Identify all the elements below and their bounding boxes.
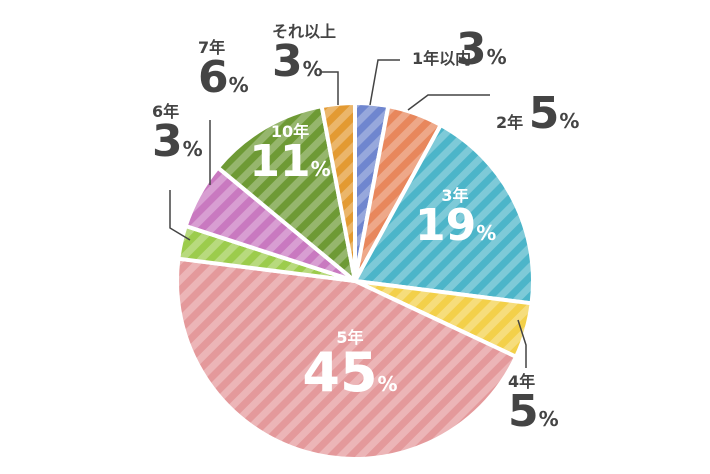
leader-line-2 — [407, 94, 490, 111]
unit-text: % — [302, 57, 323, 81]
unit-text: % — [310, 157, 331, 181]
value-text: 3 — [456, 24, 487, 75]
pie-slice-stripes-2 — [353, 123, 535, 306]
unit-text: % — [182, 137, 203, 161]
category-text: 7年 — [198, 38, 226, 57]
label-7-years: 7年 6% — [198, 40, 249, 100]
label-more: それ以上 3% — [272, 24, 336, 84]
label-within-1-year: 1年以内3% — [412, 28, 507, 72]
value-text: 6 — [198, 52, 229, 103]
label-3-years: 3年 19% — [415, 186, 497, 251]
label-10-years: 10年 11% — [245, 124, 335, 184]
value-text: 3 — [152, 116, 183, 167]
unit-text: % — [538, 407, 559, 431]
label-2-years: 2年 5% — [496, 92, 579, 136]
unit-text: % — [377, 372, 398, 396]
leader-line-other — [320, 71, 339, 105]
label-4-years: 4年 5% — [508, 374, 559, 434]
label-6-years: 6年 3% — [152, 104, 203, 164]
category-text: 5年 — [336, 328, 364, 347]
value-text: 19 — [415, 200, 477, 251]
value-text: 5 — [508, 386, 539, 437]
unit-text: % — [476, 221, 497, 245]
category-text: 10年 — [270, 122, 310, 141]
value-text: 5 — [528, 88, 560, 139]
leader-line-6 — [169, 190, 191, 241]
value-text: 45 — [302, 341, 378, 404]
label-5-years: 5年 45% — [290, 330, 410, 400]
category-text: それ以上 — [272, 22, 337, 41]
category-text: 3年 — [441, 186, 469, 205]
unit-text: % — [228, 73, 249, 97]
leader-line-4 — [517, 319, 527, 368]
value-text: 3 — [272, 36, 303, 87]
pie-slice-stripes-7 — [215, 104, 357, 283]
unit-text: % — [486, 45, 507, 69]
unit-text: % — [559, 109, 580, 133]
category-text: 2年 — [496, 113, 524, 132]
category-text: 1年以内 — [412, 49, 472, 68]
pie-slice-stripes-4 — [175, 256, 519, 461]
value-text: 11 — [249, 136, 311, 187]
category-text: 4年 — [508, 372, 536, 391]
category-text: 6年 — [152, 102, 180, 121]
leader-line-1 — [369, 59, 400, 106]
